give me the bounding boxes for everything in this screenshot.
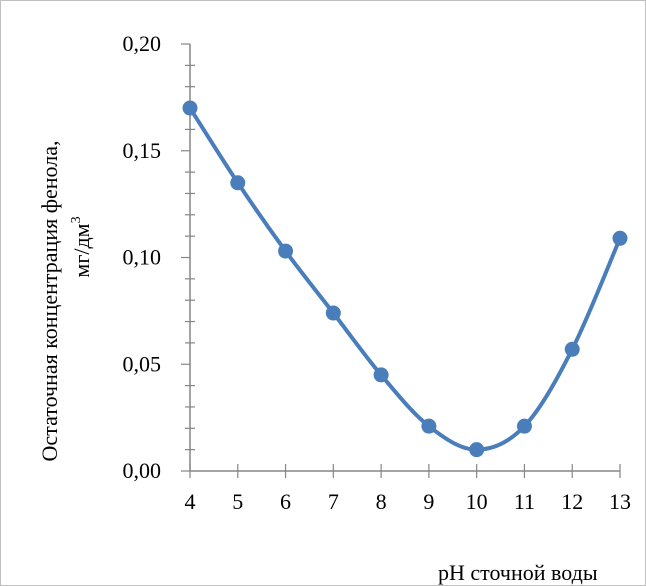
x-tick-label: 11 xyxy=(514,489,535,514)
y-tick-label: 0,15 xyxy=(123,138,162,163)
y-axis-title-line1: Остаточная концентрация фенола, xyxy=(37,141,62,462)
y-tick-label: 0,10 xyxy=(123,245,162,270)
x-tick-label: 9 xyxy=(423,489,434,514)
y-tick-label: 0,00 xyxy=(123,458,162,483)
x-tick-label: 6 xyxy=(280,489,291,514)
data-point xyxy=(564,341,580,357)
y-axis-title-line2-group: мг/дм3 xyxy=(69,216,94,277)
y-tick-label: 0,20 xyxy=(123,31,162,56)
x-tick-label: 10 xyxy=(466,489,488,514)
data-point xyxy=(182,100,198,116)
y-axis-unit-superscript: 3 xyxy=(69,216,84,223)
y-axis-title-line1-group: Остаточная концентрация фенола, xyxy=(37,141,62,462)
data-point xyxy=(230,175,246,191)
data-point xyxy=(325,305,341,321)
x-tick-labels: 4 5 6 7 8 9 10 11 12 13 xyxy=(185,489,632,514)
data-point xyxy=(516,418,532,434)
x-tick-label: 8 xyxy=(376,489,387,514)
data-point xyxy=(612,230,628,246)
x-axis-title: pH сточной воды xyxy=(438,560,598,585)
series-line xyxy=(188,106,622,452)
x-tick-label: 12 xyxy=(561,489,583,514)
data-point xyxy=(469,442,485,458)
y-tick-labels: 0,00 0,05 0,10 0,15 0,20 xyxy=(123,31,162,483)
x-tick-label: 5 xyxy=(232,489,243,514)
y-tick-label: 0,05 xyxy=(123,351,162,376)
x-tick-label: 13 xyxy=(609,489,631,514)
y-axis-unit: мг/дм xyxy=(69,223,94,277)
axes xyxy=(181,43,621,478)
plot-area xyxy=(182,100,628,458)
data-point xyxy=(373,367,389,383)
data-point xyxy=(278,243,294,259)
x-tick-label: 7 xyxy=(328,489,339,514)
x-tick-label: 4 xyxy=(185,489,196,514)
y-axis-title-line2: мг/дм3 xyxy=(69,216,94,277)
data-point xyxy=(421,418,437,434)
